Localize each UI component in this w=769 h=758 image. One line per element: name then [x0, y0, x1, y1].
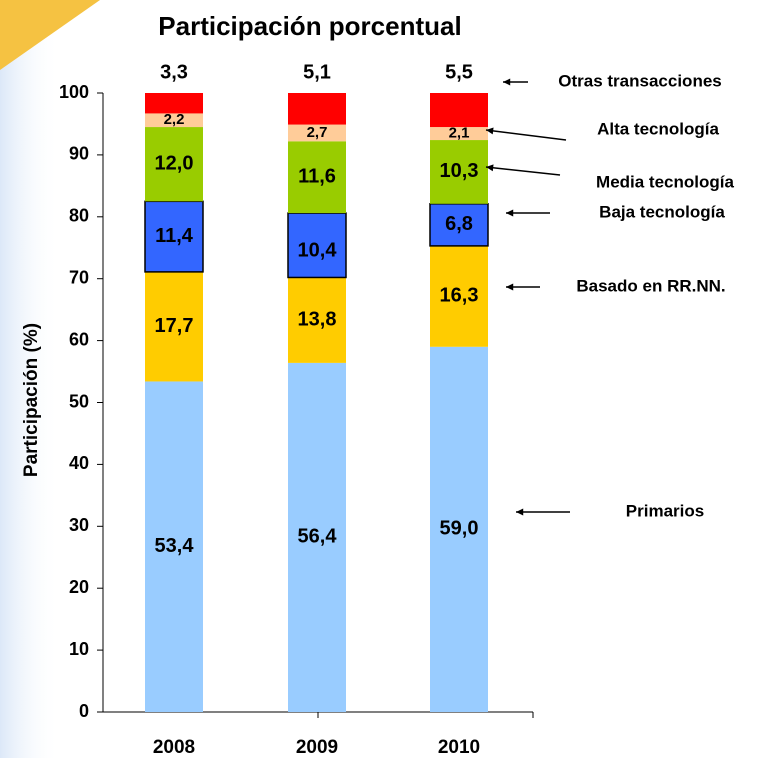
x-tick-label: 2009	[296, 737, 338, 758]
value-label: 3,3	[160, 61, 188, 83]
y-tick-label: 60	[69, 329, 89, 349]
pointer-arrowhead	[486, 127, 494, 135]
bar-segment	[430, 245, 488, 347]
y-axis-label: Participación (%)	[21, 323, 42, 477]
value-label: 6,8	[445, 213, 473, 235]
value-label: 16,3	[440, 285, 479, 307]
value-label: 11,4	[155, 225, 194, 247]
legend-label: Basado en RR.NN.	[576, 276, 725, 295]
value-label: 2,2	[164, 111, 185, 128]
value-label: 17,7	[155, 315, 194, 337]
pointer-arrowhead	[503, 78, 511, 86]
value-label: 11,6	[298, 165, 336, 187]
pointer-arrowhead	[516, 508, 524, 516]
value-label: 53,4	[155, 535, 195, 557]
y-tick-label: 100	[59, 82, 89, 102]
bar-segment	[429, 203, 489, 247]
legend-label: Media tecnología	[596, 172, 734, 191]
value-label: 13,8	[298, 308, 337, 330]
value-label: 5,1	[303, 61, 331, 83]
value-label: 12,0	[155, 152, 194, 174]
bar-segment	[288, 362, 346, 712]
y-tick-label: 50	[69, 391, 89, 411]
bar-segment	[288, 93, 346, 125]
value-label: 59,0	[440, 518, 479, 540]
y-tick-label: 70	[69, 267, 89, 287]
y-tick-label: 40	[69, 453, 89, 473]
x-tick-label: 2010	[438, 737, 480, 758]
bar-segment	[145, 271, 203, 382]
y-tick-label: 10	[69, 639, 89, 659]
corner-decoration	[0, 0, 100, 70]
bar-segment	[288, 141, 346, 214]
pointer-arrowhead	[506, 209, 514, 217]
bar-segment	[288, 277, 346, 363]
y-tick-label: 80	[69, 206, 89, 226]
value-label: 56,4	[298, 526, 338, 548]
bar-segment	[145, 93, 203, 114]
bar-segment	[144, 200, 204, 273]
value-label: 2,7	[307, 124, 328, 141]
value-label: 10,4	[298, 240, 338, 262]
pointer-arrow	[485, 166, 561, 176]
pointer-arrowhead	[486, 164, 494, 172]
pointer-arrowhead	[506, 283, 514, 291]
bar-segment	[430, 346, 488, 712]
bar-segment	[145, 127, 203, 202]
bar-segment	[145, 113, 203, 128]
y-tick-label: 30	[69, 515, 89, 535]
legend-label: Otras transacciones	[558, 71, 721, 90]
bar-segment	[287, 212, 347, 279]
bar-segment	[430, 140, 488, 204]
legend-label: Primarios	[626, 501, 704, 520]
y-tick-label: 90	[69, 144, 89, 164]
value-label: 5,5	[445, 61, 473, 83]
x-tick-label: 2008	[153, 737, 195, 758]
bar-segment	[145, 381, 203, 712]
y-tick-label: 0	[79, 701, 89, 721]
value-label: 10,3	[440, 160, 479, 182]
background-shade	[0, 0, 60, 758]
y-tick-label: 20	[69, 577, 89, 597]
legend-label: Baja tecnología	[599, 202, 725, 221]
bar-segment	[430, 93, 488, 128]
pointer-arrow	[485, 129, 567, 141]
value-label: 2,1	[449, 125, 470, 142]
chart-title: Participación porcentual	[158, 11, 461, 41]
bar-segment	[430, 127, 488, 141]
legend-label: Alta tecnología	[597, 119, 719, 138]
bar-segment	[288, 124, 346, 142]
